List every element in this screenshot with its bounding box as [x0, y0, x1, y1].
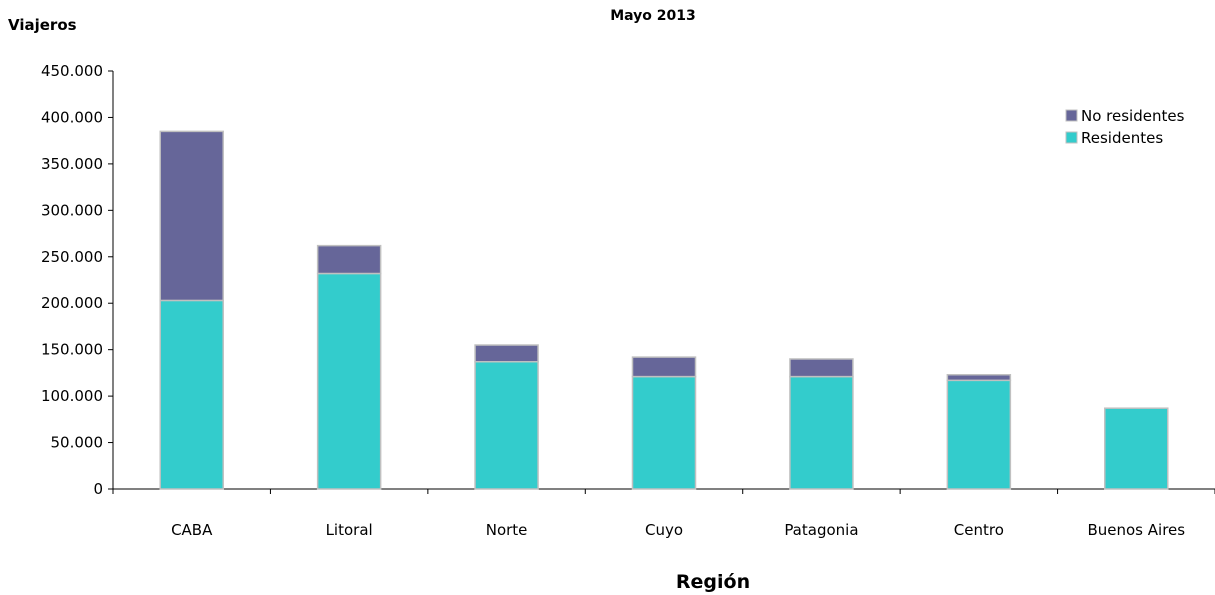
bar-residentes: [1104, 407, 1169, 490]
x-tick-label: Litoral: [326, 521, 373, 539]
y-axis-label: Viajeros: [8, 16, 77, 34]
chart-title: Mayo 2013: [610, 8, 696, 24]
y-tick-label: 450.000: [41, 62, 103, 80]
bar-no-residentes: [474, 344, 539, 363]
x-tick-label: Patagonia: [784, 521, 858, 539]
legend-label: Residentes: [1081, 129, 1163, 147]
y-tick-label: 300.000: [41, 201, 103, 219]
bar-residentes: [946, 379, 1012, 490]
x-tick-label: Centro: [954, 521, 1004, 539]
y-tick-label: 100.000: [41, 387, 103, 405]
y-tick-label: 50.000: [51, 434, 104, 452]
y-tick-label: 150.000: [41, 341, 103, 359]
plot-area: 0 50.000 100.000 150.000 200.000 250.000 300.0…: [41, 62, 1215, 539]
y-tick-label: 400.000: [41, 108, 103, 126]
bar-residentes: [474, 360, 539, 490]
bar-no-residentes: [631, 356, 697, 378]
bar-no-residentes: [946, 373, 1012, 382]
legend-label: No residentes: [1081, 107, 1185, 125]
y-tick-label: 0: [93, 480, 103, 498]
x-axis-label: Región: [676, 571, 750, 593]
legend-swatch: [1065, 131, 1078, 144]
x-tick-label: Buenos Aires: [1087, 521, 1185, 539]
bar-no-residentes: [789, 358, 854, 378]
bar-residentes: [789, 375, 854, 490]
x-tick-label: Norte: [486, 521, 528, 539]
x-tick-label: Cuyo: [645, 521, 683, 539]
y-tick-label: 250.000: [41, 248, 103, 266]
y-tick-label: 350.000: [41, 155, 103, 173]
bar-residentes: [631, 375, 697, 490]
x-tick-label: CABA: [171, 521, 213, 539]
bar-no-residentes: [159, 130, 224, 302]
bar-no-residentes: [316, 244, 382, 275]
legend-swatch: [1065, 109, 1078, 122]
y-tick-label: 200.000: [41, 294, 103, 312]
bar-residentes: [159, 299, 224, 490]
bar-residentes: [316, 272, 382, 490]
legend: No residentes Residentes: [1065, 107, 1185, 147]
